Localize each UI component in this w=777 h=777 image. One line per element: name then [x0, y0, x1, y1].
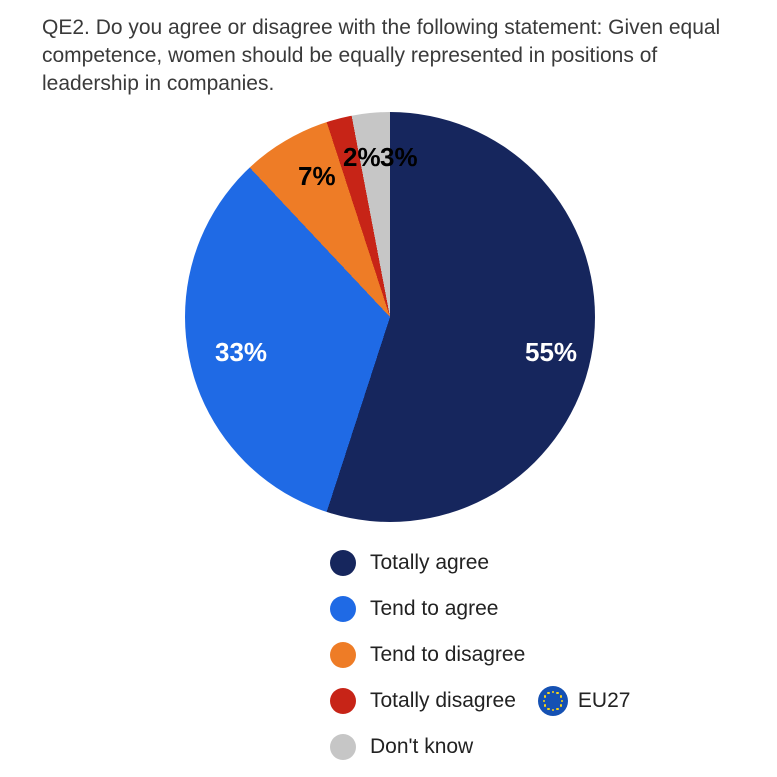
legend-label-3: Totally disagree	[370, 689, 516, 713]
eu-flag-icon	[538, 686, 568, 716]
legend-label-4: Don't know	[370, 735, 473, 759]
legend: Totally agree Tend to agree Tend to disa…	[330, 540, 680, 770]
legend-swatch-3	[330, 688, 356, 714]
pie-slice-label-0: 55%	[525, 337, 577, 368]
legend-item-0: Totally agree	[330, 540, 680, 586]
legend-item-3: Totally disagree EU27	[330, 678, 680, 724]
legend-item-4: Don't know	[330, 724, 680, 770]
chart-title: QE2. Do you agree or disagree with the f…	[42, 14, 742, 98]
chart-container: QE2. Do you agree or disagree with the f…	[0, 0, 777, 777]
legend-swatch-2	[330, 642, 356, 668]
legend-label-1: Tend to agree	[370, 597, 498, 621]
region-badge: EU27	[538, 686, 631, 716]
legend-swatch-0	[330, 550, 356, 576]
pie-slice-label-4: 3%	[380, 142, 418, 173]
legend-label-2: Tend to disagree	[370, 643, 525, 667]
legend-item-2: Tend to disagree	[330, 632, 680, 678]
region-label: EU27	[578, 689, 631, 713]
pie-slice-label-3: 2%	[343, 142, 381, 173]
legend-swatch-4	[330, 734, 356, 760]
legend-item-1: Tend to agree	[330, 586, 680, 632]
pie-slice-label-2: 7%	[298, 161, 336, 192]
pie-disc	[185, 112, 595, 522]
pie-chart: 55% 33% 7% 2% 3%	[185, 112, 595, 522]
legend-label-0: Totally agree	[370, 551, 489, 575]
legend-swatch-1	[330, 596, 356, 622]
pie-slice-label-1: 33%	[215, 337, 267, 368]
